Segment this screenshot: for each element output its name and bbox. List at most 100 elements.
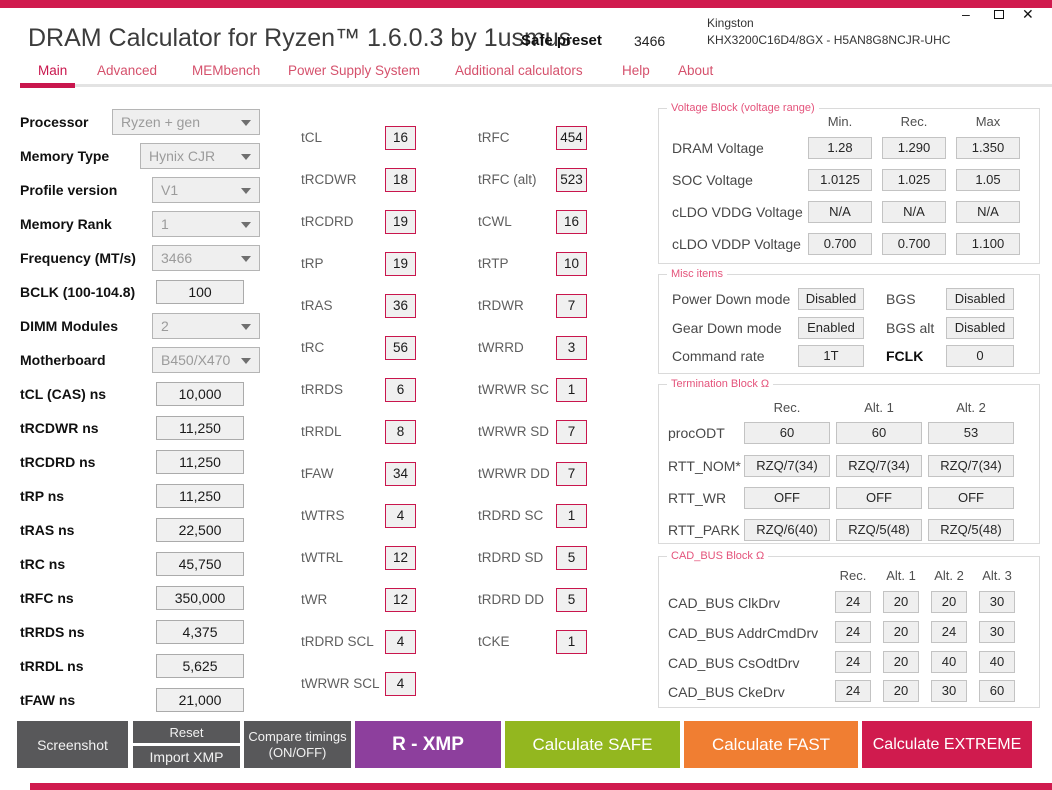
- trfc-box[interactable]: 454: [556, 126, 587, 150]
- fclk-box[interactable]: 0: [946, 345, 1014, 367]
- trc-box[interactable]: 56: [385, 336, 416, 360]
- gear-down-mode-box[interactable]: Enabled: [798, 317, 864, 339]
- cad-addrcmddrv-alt1[interactable]: 20: [883, 621, 919, 643]
- tab-power-supply-system[interactable]: Power Supply System: [288, 63, 421, 78]
- cldo-vddp-max[interactable]: 1.100: [956, 233, 1020, 255]
- cad-clkdrv-alt3[interactable]: 30: [979, 591, 1015, 613]
- cad-clkdrv-alt2[interactable]: 20: [931, 591, 967, 613]
- cldo-vddp-rec[interactable]: 0.700: [882, 233, 946, 255]
- tab-membench[interactable]: MEMbench: [192, 63, 261, 78]
- calculate-safe-button[interactable]: Calculate SAFE: [505, 721, 680, 768]
- twrrd-box[interactable]: 3: [556, 336, 587, 360]
- twtrs-box[interactable]: 4: [385, 504, 416, 528]
- procodt-alt1[interactable]: 60: [836, 422, 922, 444]
- cldo-vddg-min[interactable]: N/A: [808, 201, 872, 223]
- twrwr-dd-box[interactable]: 7: [556, 462, 587, 486]
- cad-ckedrv-rec[interactable]: 24: [835, 680, 871, 702]
- bgs-alt-box[interactable]: Disabled: [946, 317, 1014, 339]
- command-rate-box[interactable]: 1T: [798, 345, 864, 367]
- tab-help[interactable]: Help: [622, 63, 650, 78]
- tfaw-ns-input[interactable]: 21,000: [156, 688, 244, 712]
- procodt-rec[interactable]: 60: [744, 422, 830, 444]
- cad-ckedrv-alt1[interactable]: 20: [883, 680, 919, 702]
- rtt-wr-rec[interactable]: OFF: [744, 487, 830, 509]
- cad-csodtdrv-alt3[interactable]: 40: [979, 651, 1015, 673]
- screenshot-button[interactable]: Screenshot: [17, 721, 128, 768]
- bgs-box[interactable]: Disabled: [946, 288, 1014, 310]
- soc-voltage-rec[interactable]: 1.025: [882, 169, 946, 191]
- trcdwr-box[interactable]: 18: [385, 168, 416, 192]
- trfc-alt-box[interactable]: 523: [556, 168, 587, 192]
- soc-voltage-min[interactable]: 1.0125: [808, 169, 872, 191]
- cad-ckedrv-alt3[interactable]: 60: [979, 680, 1015, 702]
- cad-csodtdrv-alt2[interactable]: 40: [931, 651, 967, 673]
- cad-addrcmddrv-alt3[interactable]: 30: [979, 621, 1015, 643]
- twrwr-sd-box[interactable]: 7: [556, 420, 587, 444]
- minimize-icon[interactable]: –: [962, 6, 970, 22]
- procodt-alt2[interactable]: 53: [928, 422, 1014, 444]
- trdrd-sc-box[interactable]: 1: [556, 504, 587, 528]
- r-xmp-button[interactable]: R - XMP: [355, 721, 501, 768]
- rtt-nom-rec[interactable]: RZQ/7(34): [744, 455, 830, 477]
- rtt-park-alt2[interactable]: RZQ/5(48): [928, 519, 1014, 541]
- twrwr-sc-box[interactable]: 1: [556, 378, 587, 402]
- trdrd-dd-box[interactable]: 5: [556, 588, 587, 612]
- memory-rank-dropdown[interactable]: 1: [152, 211, 260, 237]
- dram-voltage-min[interactable]: 1.28: [808, 137, 872, 159]
- motherboard-dropdown[interactable]: B450/X470: [152, 347, 260, 373]
- rtt-park-rec[interactable]: RZQ/6(40): [744, 519, 830, 541]
- trdwr-box[interactable]: 7: [556, 294, 587, 318]
- profile-version-dropdown[interactable]: V1: [152, 177, 260, 203]
- memory-type-dropdown[interactable]: Hynix CJR: [140, 143, 260, 169]
- cad-addrcmddrv-rec[interactable]: 24: [835, 621, 871, 643]
- tab-about[interactable]: About: [678, 63, 714, 78]
- trcdrd-ns-input[interactable]: 11,250: [156, 450, 244, 474]
- cad-csodtdrv-rec[interactable]: 24: [835, 651, 871, 673]
- dimm-modules-dropdown[interactable]: 2: [152, 313, 260, 339]
- power-down-mode-box[interactable]: Disabled: [798, 288, 864, 310]
- close-icon[interactable]: ✕: [1022, 6, 1034, 22]
- trcdwr-ns-input[interactable]: 11,250: [156, 416, 244, 440]
- twrwr-scl-box[interactable]: 4: [385, 672, 416, 696]
- tcwl-box[interactable]: 16: [556, 210, 587, 234]
- dram-voltage-rec[interactable]: 1.290: [882, 137, 946, 159]
- tcl-box[interactable]: 16: [385, 126, 416, 150]
- tcke-box[interactable]: 1: [556, 630, 587, 654]
- rtt-nom-alt2[interactable]: RZQ/7(34): [928, 455, 1014, 477]
- trdrd-scl-box[interactable]: 4: [385, 630, 416, 654]
- rtt-wr-alt2[interactable]: OFF: [928, 487, 1014, 509]
- soc-voltage-max[interactable]: 1.05: [956, 169, 1020, 191]
- compare-timings-button[interactable]: Compare timings (ON/OFF): [244, 721, 351, 768]
- frequency-dropdown[interactable]: 3466: [152, 245, 260, 271]
- tfaw-box[interactable]: 34: [385, 462, 416, 486]
- rtt-park-alt1[interactable]: RZQ/5(48): [836, 519, 922, 541]
- trrdl-ns-input[interactable]: 5,625: [156, 654, 244, 678]
- tcl-ns-input[interactable]: 10,000: [156, 382, 244, 406]
- bclk-input[interactable]: 100: [156, 280, 244, 304]
- reset-button[interactable]: Reset: [133, 721, 240, 743]
- rtt-nom-alt1[interactable]: RZQ/7(34): [836, 455, 922, 477]
- rtt-wr-alt1[interactable]: OFF: [836, 487, 922, 509]
- calculate-extreme-button[interactable]: Calculate EXTREME: [862, 721, 1032, 768]
- twtrl-box[interactable]: 12: [385, 546, 416, 570]
- cad-ckedrv-alt2[interactable]: 30: [931, 680, 967, 702]
- cldo-vddg-rec[interactable]: N/A: [882, 201, 946, 223]
- tras-box[interactable]: 36: [385, 294, 416, 318]
- trtp-box[interactable]: 10: [556, 252, 587, 276]
- trcdrd-box[interactable]: 19: [385, 210, 416, 234]
- tab-advanced[interactable]: Advanced: [97, 63, 158, 78]
- tras-ns-input[interactable]: 22,500: [156, 518, 244, 542]
- trdrd-sd-box[interactable]: 5: [556, 546, 587, 570]
- trrds-box[interactable]: 6: [385, 378, 416, 402]
- processor-dropdown[interactable]: Ryzen + gen: [112, 109, 260, 135]
- cldo-vddg-max[interactable]: N/A: [956, 201, 1020, 223]
- cad-clkdrv-rec[interactable]: 24: [835, 591, 871, 613]
- trfc-ns-input[interactable]: 350,000: [156, 586, 244, 610]
- trrdl-box[interactable]: 8: [385, 420, 416, 444]
- cad-csodtdrv-alt1[interactable]: 20: [883, 651, 919, 673]
- cad-clkdrv-alt1[interactable]: 20: [883, 591, 919, 613]
- tab-main[interactable]: Main: [38, 63, 68, 78]
- cad-addrcmddrv-alt2[interactable]: 24: [931, 621, 967, 643]
- maximize-icon[interactable]: [994, 10, 1004, 19]
- trrds-ns-input[interactable]: 4,375: [156, 620, 244, 644]
